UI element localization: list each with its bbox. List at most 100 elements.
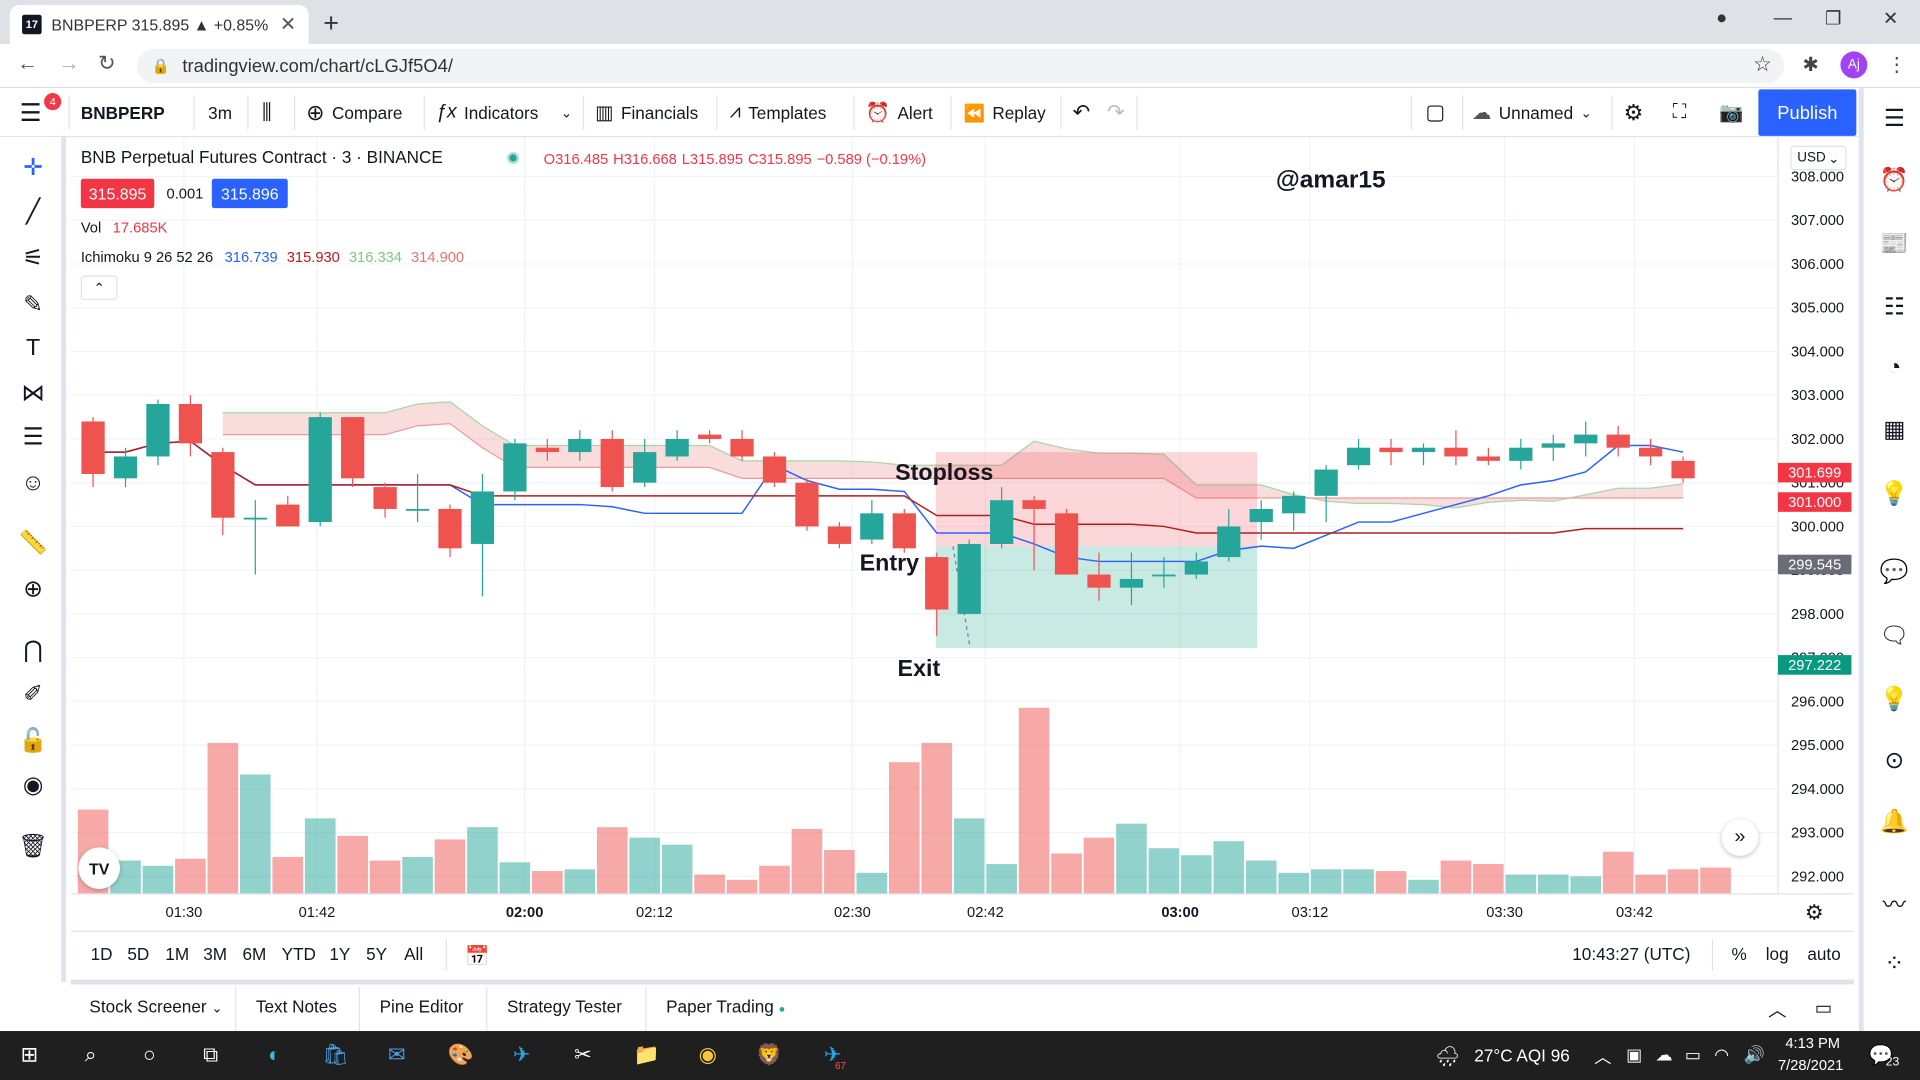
prediction-tool-icon[interactable]: ☰ <box>22 424 44 451</box>
pattern-tool-icon[interactable]: ⋈ <box>21 380 45 406</box>
range-ytd[interactable]: YTD <box>281 944 316 964</box>
utc-clock[interactable]: 10:43:27 (UTC) <box>1572 944 1691 964</box>
browser-tab[interactable]: 17 BNBPERP 315.895 ▲ +0.85% Unn ✕ <box>9 4 309 45</box>
tradingview-logo[interactable]: TV <box>78 847 121 889</box>
volume-icon[interactable]: 🔊 <box>1743 1044 1766 1065</box>
trash-icon[interactable]: 🗑 <box>18 833 48 860</box>
lock-icon[interactable]: 🔓 <box>18 728 48 755</box>
go-to-date-icon[interactable]: 📅 <box>465 946 490 968</box>
minimize-icon[interactable]: — <box>1773 7 1793 29</box>
range-6m[interactable]: 6M <box>242 944 267 964</box>
templates-button[interactable]: ⩘ Templates <box>725 88 831 137</box>
restore-icon[interactable]: ❐ <box>1824 8 1842 30</box>
mail-icon[interactable]: ✉ <box>388 1043 406 1067</box>
replay-button[interactable]: ⏪ Replay <box>959 88 1051 137</box>
trading-panel-icon[interactable]: 〰 <box>1882 892 1906 918</box>
battery-icon[interactable]: ▭ <box>1684 1044 1702 1065</box>
text-tool-icon[interactable]: T <box>25 335 41 362</box>
range-1d[interactable]: 1D <box>90 944 113 964</box>
expand-panel-icon[interactable]: ︿ <box>1768 1000 1787 1022</box>
indicators-button[interactable]: ƒx Indicators <box>431 88 543 137</box>
ideas-icon[interactable]: 💡 <box>1879 481 1909 507</box>
publish-button[interactable]: Publish <box>1758 89 1857 136</box>
main-menu-icon[interactable]: ☰ <box>19 99 42 127</box>
chart-type-candles-icon[interactable]: ⫼ <box>262 100 272 124</box>
price-chart[interactable]: 308.000 307.000 306.000 305.000 304.000 303.0… <box>71 137 1854 930</box>
calendar-icon[interactable]: ▦ <box>1883 416 1906 443</box>
percent-scale-toggle[interactable]: % <box>1731 944 1747 964</box>
action-center-icon[interactable]: 💬 <box>1868 1045 1893 1067</box>
chrome-icon[interactable]: ◉ <box>698 1043 717 1067</box>
indicators-dropdown-icon[interactable]: ⌄ <box>560 105 573 121</box>
close-tab-icon[interactable]: ✕ <box>279 14 297 36</box>
settings-gear-icon[interactable]: ⚙ <box>1623 99 1644 125</box>
notifications-bell-icon[interactable]: 🔔 <box>1879 809 1909 836</box>
eye-icon[interactable]: ◉ <box>22 772 44 798</box>
range-5y[interactable]: 5Y <box>366 944 388 964</box>
bookmark-star-icon[interactable]: ☆ <box>1753 52 1772 76</box>
clock-time[interactable]: 4:13 PM <box>1785 1034 1841 1052</box>
layout-name-button[interactable]: ☁ Unnamed ⌄ <box>1467 88 1597 137</box>
hotlist-icon[interactable]: ◔ <box>1887 355 1902 381</box>
close-window-icon[interactable]: ✕ <box>1882 8 1899 30</box>
watchlist-icon[interactable]: ☰ <box>1883 105 1905 132</box>
magnet-icon[interactable]: ⋂ <box>23 637 43 664</box>
camera-snapshot-icon[interactable]: 📷 <box>1719 102 1744 124</box>
range-5d[interactable]: 5D <box>127 944 150 964</box>
redo-icon[interactable]: ↷ <box>1106 100 1125 124</box>
data-window-icon[interactable]: ☷ <box>1883 294 1905 321</box>
financials-button[interactable]: ▥ Financials <box>590 88 703 137</box>
symbol-search-button[interactable]: BNBPERP <box>76 88 170 137</box>
avatar[interactable]: Aj <box>1840 51 1868 79</box>
ideas-stream-icon[interactable]: 💡 <box>1879 686 1909 713</box>
tab-text-notes[interactable]: Text Notes <box>255 996 337 1017</box>
chart-settings-gear-icon[interactable]: ⚙ <box>1804 901 1824 925</box>
extensions-icon[interactable]: ✱ <box>1802 55 1819 76</box>
undo-icon[interactable]: ↶ <box>1072 100 1091 124</box>
file-explorer-icon[interactable]: 📁 <box>633 1043 660 1067</box>
trend-line-icon[interactable]: ╱ <box>26 198 41 225</box>
weather-text[interactable]: 27°C AQI 96 <box>1474 1045 1570 1066</box>
task-view-icon[interactable]: ⧉ <box>203 1043 219 1067</box>
fullscreen-layout-icon[interactable]: ▢ <box>1425 100 1445 124</box>
currency-selector[interactable]: USD ⌄ <box>1790 145 1847 171</box>
forward-icon[interactable]: → <box>58 51 80 75</box>
back-icon[interactable]: ← <box>17 51 38 75</box>
time-axis[interactable]: 01:30 01:42 02:00 02:12 02:30 02:42 03:00 03:12… <box>71 893 1854 921</box>
profile-dropdown-icon[interactable]: ● <box>1716 7 1728 29</box>
new-tab-icon[interactable]: + <box>323 7 340 38</box>
clock-date[interactable]: 7/28/2021 <box>1777 1056 1844 1074</box>
more-dots-icon[interactable]: ⁘ <box>1884 950 1905 977</box>
collapse-legend-icon[interactable]: ⌃ <box>80 275 118 301</box>
telegram-icon[interactable]: ✈ <box>512 1043 531 1067</box>
range-3m[interactable]: 3M <box>203 944 228 964</box>
wifi-icon[interactable]: ◠ <box>1714 1044 1730 1065</box>
interval-button[interactable]: 3m <box>203 88 237 137</box>
buy-button[interactable]: 315.896 <box>211 178 288 209</box>
streams-icon[interactable]: ⊙ <box>1884 747 1905 774</box>
telegram-desktop-icon[interactable]: ✈ <box>823 1043 842 1067</box>
messages-icon[interactable]: 🗨 <box>1879 623 1910 649</box>
tab-paper-trading[interactable]: Paper Trading ● <box>666 997 785 1017</box>
ruler-icon[interactable]: 📏 <box>18 530 48 556</box>
tab-stock-screener[interactable]: Stock Screener ⌄ <box>89 997 222 1017</box>
zoom-in-icon[interactable]: ⊕ <box>23 576 43 602</box>
windows-start-icon[interactable]: ⊞ <box>20 1043 39 1067</box>
paint-icon[interactable]: 🎨 <box>447 1043 474 1067</box>
range-all[interactable]: All <box>404 944 424 964</box>
snipping-tool-icon[interactable]: ✂ <box>574 1043 592 1067</box>
tab-strategy-tester[interactable]: Strategy Tester <box>506 996 622 1017</box>
tab-pine-editor[interactable]: Pine Editor <box>379 996 464 1017</box>
price-axis[interactable]: 308.000 307.000 306.000 305.000 304.000 303.0… <box>1777 137 1854 894</box>
fib-tool-icon[interactable]: ⚟ <box>22 245 44 272</box>
chats-icon[interactable]: 💬 <box>1879 559 1909 586</box>
alert-button[interactable]: ⏰ Alert <box>861 88 938 137</box>
compare-button[interactable]: ⊕ Compare <box>301 88 407 137</box>
reload-icon[interactable]: ↻ <box>97 51 116 75</box>
tray-chevron-icon[interactable]: ︿ <box>1594 1046 1612 1067</box>
scroll-to-realtime-icon[interactable]: » <box>1721 819 1759 856</box>
store-icon[interactable]: 🛍 <box>322 1043 349 1067</box>
maximize-panel-icon[interactable]: ▭ <box>1814 997 1833 1019</box>
auto-scale-toggle[interactable]: auto <box>1807 944 1841 964</box>
url-field[interactable]: 🔒 tradingview.com/chart/cLGJf5O4/ ☆ <box>137 48 1785 84</box>
